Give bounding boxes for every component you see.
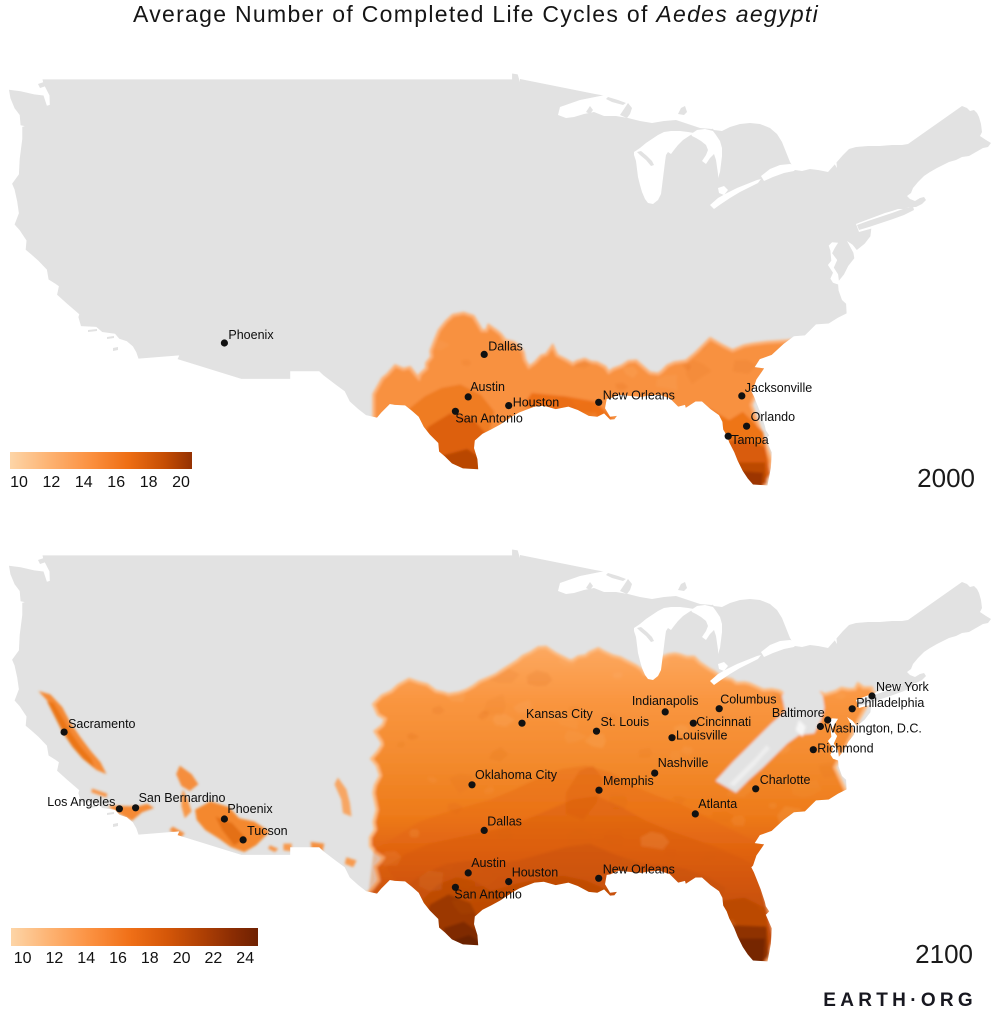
svg-text:New Orleans: New Orleans: [603, 862, 675, 876]
svg-text:12: 12: [46, 950, 64, 967]
svg-text:Cincinnati: Cincinnati: [696, 715, 751, 729]
svg-text:Oklahoma City: Oklahoma City: [475, 768, 558, 782]
svg-text:Average Number of Completed Li: Average Number of Completed Life Cycles …: [133, 1, 819, 27]
svg-text:Dallas: Dallas: [488, 339, 523, 353]
svg-text:10: 10: [14, 950, 32, 967]
svg-text:Houston: Houston: [512, 866, 559, 880]
svg-text:Phoenix: Phoenix: [228, 328, 274, 342]
svg-text:10: 10: [10, 474, 28, 491]
svg-text:San Antonio: San Antonio: [454, 887, 521, 901]
svg-text:22: 22: [205, 950, 223, 967]
svg-text:Phoenix: Phoenix: [227, 802, 273, 816]
svg-text:Orlando: Orlando: [751, 410, 796, 424]
svg-text:Austin: Austin: [470, 380, 505, 394]
svg-text:Louisville: Louisville: [676, 729, 727, 743]
svg-text:San Antonio: San Antonio: [455, 411, 522, 425]
svg-text:New York: New York: [876, 680, 930, 694]
svg-text:St. Louis: St. Louis: [601, 715, 650, 729]
svg-text:Memphis: Memphis: [603, 774, 654, 788]
svg-text:14: 14: [77, 950, 95, 967]
svg-text:2000: 2000: [917, 463, 975, 493]
svg-text:San Bernardino: San Bernardino: [139, 791, 226, 805]
svg-text:16: 16: [107, 474, 125, 491]
svg-text:18: 18: [141, 950, 159, 967]
svg-text:Dallas: Dallas: [487, 814, 522, 828]
svg-text:18: 18: [140, 474, 158, 491]
svg-text:2100: 2100: [915, 939, 973, 969]
svg-text:Tucson: Tucson: [247, 824, 288, 838]
svg-text:16: 16: [109, 950, 127, 967]
svg-text:Austin: Austin: [471, 856, 506, 870]
svg-text:Atlanta: Atlanta: [698, 797, 737, 811]
svg-text:12: 12: [43, 474, 61, 491]
svg-text:Los Angeles: Los Angeles: [47, 795, 115, 809]
svg-text:20: 20: [172, 474, 190, 491]
svg-text:Tampa: Tampa: [731, 433, 769, 447]
svg-text:Philadelphia: Philadelphia: [856, 696, 924, 710]
svg-text:20: 20: [173, 950, 191, 967]
svg-text:Washington, D.C.: Washington, D.C.: [824, 722, 922, 736]
svg-text:New Orleans: New Orleans: [603, 388, 675, 402]
svg-text:24: 24: [236, 950, 254, 967]
svg-text:Richmond: Richmond: [817, 742, 873, 756]
svg-text:Indianapolis: Indianapolis: [632, 694, 699, 708]
svg-text:Kansas City: Kansas City: [526, 707, 593, 721]
svg-text:14: 14: [75, 474, 93, 491]
svg-text:EARTH·ORG: EARTH·ORG: [823, 990, 977, 1011]
svg-text:Baltimore: Baltimore: [772, 706, 825, 720]
svg-text:Columbus: Columbus: [720, 693, 776, 707]
svg-text:Charlotte: Charlotte: [760, 773, 811, 787]
svg-text:Jacksonville: Jacksonville: [745, 381, 812, 395]
svg-text:Sacramento: Sacramento: [68, 717, 135, 731]
svg-text:Nashville: Nashville: [658, 756, 709, 770]
svg-text:Houston: Houston: [513, 396, 560, 410]
